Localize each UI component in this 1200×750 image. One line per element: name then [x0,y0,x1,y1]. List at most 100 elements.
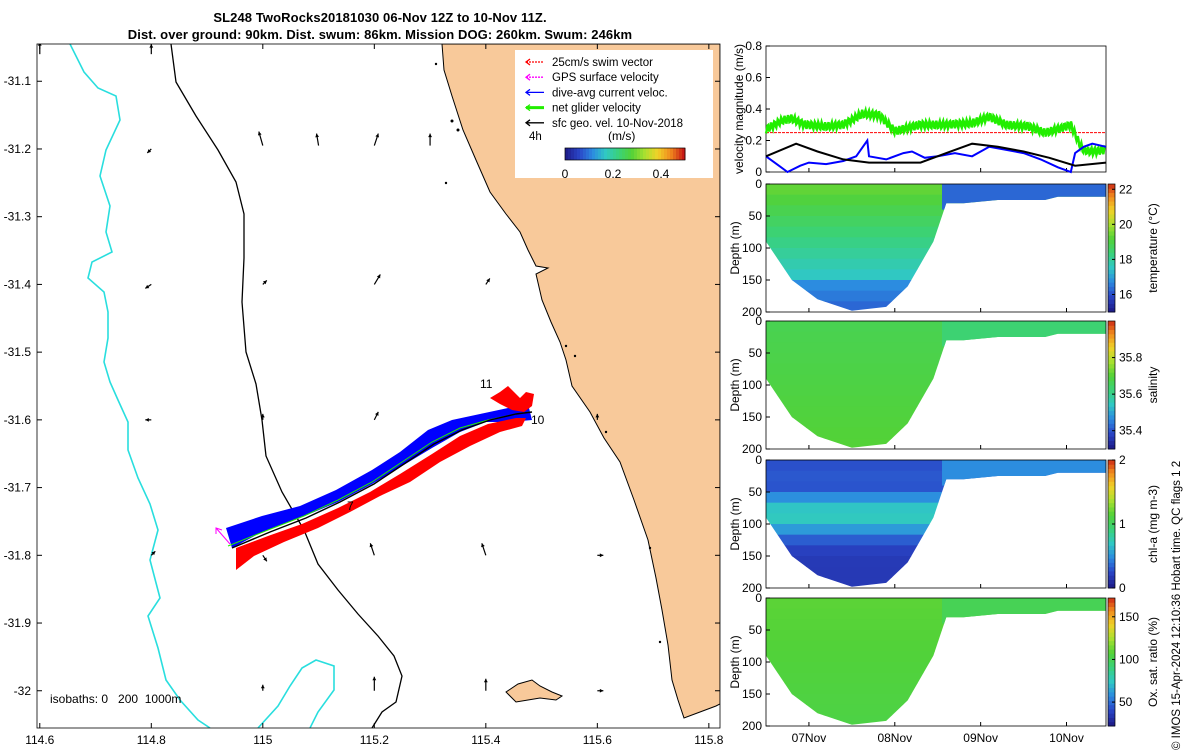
section-y-label: Depth (m) [728,635,742,688]
section-colorbar-cell [1108,307,1115,313]
section-colorbar-cell [1108,325,1115,331]
section-colorbar-tick-label: 0 [1119,581,1126,595]
legend-swatch-head [524,119,531,127]
map-y-tick-label: -31.9 [4,616,32,630]
velocity-y-label: velocity magnitude (m/s) [732,44,746,174]
section-colorbar-cell [1108,222,1115,228]
geo-vector [597,688,604,693]
section-y-tick-label: 150 [742,410,762,424]
geo-vector-head [369,543,374,548]
section-colorbar-cell [1108,558,1115,563]
geo-vector-head [486,278,490,283]
section-band [766,640,1106,652]
section-colorbar-cell [1108,606,1115,612]
section-colorbar-cell [1108,683,1115,689]
time-axis-tick-label: 09Nov [963,731,998,745]
colorbar-cell [670,148,674,160]
map-x-ticks: 114.6 114.8 115 115.2 115.4 115.6 115.8 [25,44,724,747]
colorbar-cell [619,148,623,160]
colorbar-cell [580,148,584,160]
geo-vector-head [428,133,432,138]
section-colorbar-cell [1108,196,1115,202]
colorbar-cell [682,148,686,160]
section-colorbar-cell [1108,260,1115,266]
section-colorbar-cell [1108,299,1115,304]
geo-vector-head [483,678,488,683]
section-band [766,481,1106,493]
section-colorbar-cell [1108,350,1115,356]
section-colorbar-cell [1108,704,1115,710]
colorbar-cell [628,148,632,160]
geo-vector [597,553,604,558]
map-y-tick-label: -31.7 [4,481,32,495]
section-colorbar-cell [1108,410,1115,416]
speed-colorbar: 0 0.2 0.4 [562,147,686,181]
colorbar-cell [652,148,656,160]
legend-swatch-head [524,104,531,112]
section-colorbar-cell [1108,579,1115,585]
section-band [766,205,1106,217]
section-colorbar-label-chla: chl-a (mg m-3) [1146,485,1160,563]
section-y-tick-label: 0 [755,453,762,467]
track-label-11: 11 [480,377,493,391]
section-colorbar-cell [1108,511,1115,516]
chart-title-line2: Dist. over ground: 90km. Dist. swum: 86k… [127,27,633,42]
section-band [766,460,1106,472]
legend-entry-label: 25cm/s swim vector [552,57,653,69]
colorbar-cell [625,148,629,160]
section-colorbar-cell [1108,226,1115,232]
section-colorbar-cell [1108,286,1115,292]
colorbar-cell [664,148,668,160]
section-colorbar-label-temperature: temperature (°C) [1146,203,1160,293]
dive-avg-current-band [226,404,532,548]
legend-swatch-head [524,73,531,81]
colorbar-cell [658,148,662,160]
colorbar-cell [667,148,671,160]
map-x-tick-label: 115.4 [471,733,500,747]
section-colorbar-cell [1108,498,1115,504]
isobath-0-dots [434,62,662,644]
geo-vector-head [147,149,152,153]
section-colorbar-tick-label: 150 [1119,610,1139,624]
section-y-tick-label: 0 [755,591,762,605]
section-colorbar-cell [1108,402,1115,407]
section-colorbar-cell [1108,359,1115,365]
colorbar-cell [661,148,665,160]
section-y-tick-label: 100 [742,378,762,392]
map-y-tick-label: -31.1 [4,74,32,88]
section-colorbar-cell [1108,623,1115,629]
section-colorbar-cell [1108,248,1115,253]
section-y-tick-label: 200 [742,719,762,733]
sfc-geo-velocity-line [231,411,533,549]
colorbar-cell [676,148,680,160]
geo-vector [262,554,268,562]
geo-vector-head [260,684,265,689]
section-y-tick-label: 200 [742,581,762,595]
section-band [766,184,1106,196]
section-colorbar-tick-label: 100 [1119,652,1139,666]
colorbar-cell [607,148,611,160]
geo-vector-head [375,411,379,416]
geo-vector-head [375,133,380,138]
section-colorbar-tick-label: 1 [1119,517,1126,531]
section-colorbar-cell [1108,566,1115,572]
section-colorbar-cell [1108,188,1115,194]
map-y-tick-label: -32 [14,684,32,698]
geo-vector [373,274,381,285]
section-colorbar-cell [1108,494,1115,499]
map-legend: 25cm/s swim vector GPS surface velocity di… [515,50,713,181]
section-band [766,342,1106,354]
series-dive-avg-current [765,137,1107,174]
section-colorbar-cell [1108,290,1115,296]
section-colorbar-cell [1108,562,1115,568]
section-colorbar-cell [1108,444,1115,450]
section-colorbar-tick-label: 35.4 [1119,424,1143,438]
series-net-glider-velocity [764,105,1106,160]
colorbar-cell [673,148,677,160]
section-colorbar-cell [1108,519,1115,525]
section-y-tick-label: 150 [742,549,762,563]
geo-vector [144,283,152,289]
section-colorbar-cell [1108,598,1115,603]
map-y-tick-label: -31.4 [4,277,32,291]
section-colorbar-cell [1108,468,1115,474]
